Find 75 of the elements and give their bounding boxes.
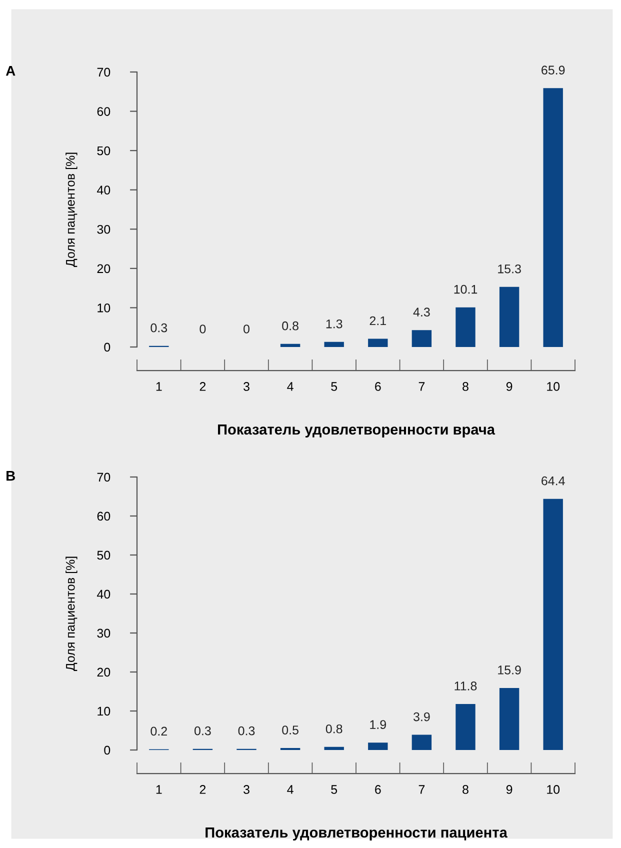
bar [324, 342, 344, 347]
x-tick-label: 6 [375, 785, 381, 794]
y-tick-label: 60 [97, 512, 110, 521]
bar [456, 307, 476, 347]
x-tick-label: 2 [200, 382, 206, 391]
bar [499, 688, 520, 750]
x-tick-label: 1 [156, 785, 162, 794]
data-label: 0.5 [282, 726, 298, 734]
y-tick-label: 0 [104, 342, 110, 352]
x-tick-label: 3 [244, 785, 250, 794]
y-tick-label: 50 [97, 550, 110, 560]
x-tick-label: 10 [547, 382, 560, 391]
data-label: 2.1 [370, 316, 386, 326]
bar [280, 344, 300, 347]
x-tick-label: 4 [287, 382, 294, 391]
data-label: 3.9 [413, 712, 430, 722]
data-label: 0 [200, 324, 206, 334]
text: B [6, 471, 15, 481]
y-tick-label: 0 [104, 746, 110, 755]
bar [324, 746, 344, 750]
data-label: 15.3 [498, 264, 521, 274]
bar [499, 286, 520, 347]
x-tick-label: 5 [331, 382, 338, 391]
x-tick-label: 4 [287, 785, 294, 794]
data-label: 0.8 [282, 321, 298, 330]
x-axis-title: Показатель удовлетворенности пациента [206, 827, 508, 841]
text: A [6, 66, 16, 76]
y-tick-label: 10 [98, 706, 110, 716]
x-tick-label: 5 [331, 785, 338, 794]
bar [456, 704, 476, 750]
x-tick-label: 9 [506, 785, 512, 794]
data-label: 1.9 [370, 720, 386, 730]
data-label: 11.8 [454, 682, 477, 690]
y-axis-title: Доля пациентов [%] [66, 152, 78, 268]
y-tick-label: 70 [97, 472, 110, 482]
y-axis-title: Доля пациентов [%] [66, 556, 78, 672]
bar [543, 88, 563, 347]
data-label: 0.3 [238, 726, 255, 736]
y-tick-label: 40 [96, 186, 110, 195]
data-label: 15.9 [498, 666, 521, 674]
bar [412, 330, 432, 347]
y-tick-label: 30 [97, 224, 110, 234]
y-tick-label: 10 [98, 304, 110, 312]
y-tick-label: 60 [97, 107, 110, 116]
data-label: 64.4 [542, 476, 565, 486]
data-label: 65.9 [542, 66, 565, 75]
x-tick-label: 6 [375, 382, 381, 391]
bar [412, 734, 432, 750]
y-tick-label: 30 [97, 628, 110, 638]
data-label: 0 [244, 324, 250, 334]
x-axis-title: Показатель удовлетворенности врача [218, 424, 496, 438]
x-tick-label: 7 [418, 382, 425, 391]
data-label: 0.8 [326, 724, 342, 734]
y-tick-label: 70 [97, 68, 110, 77]
y-tick-label: 50 [97, 146, 110, 156]
data-label: 4.3 [413, 308, 430, 317]
data-label: 0.3 [150, 323, 168, 332]
x-tick-label: 10 [547, 785, 560, 794]
x-tick-label: 3 [244, 382, 250, 391]
x-tick-label: 8 [462, 785, 468, 794]
data-label: 0.2 [150, 726, 167, 736]
y-tick-label: 40 [96, 590, 110, 599]
data-label: 10.1 [454, 284, 478, 294]
y-tick-label: 20 [97, 668, 110, 677]
x-tick-label: 8 [462, 382, 468, 391]
y-tick-label: 20 [97, 264, 110, 274]
x-tick-label: 2 [200, 785, 206, 794]
x-tick-label: 7 [418, 785, 425, 794]
x-tick-label: 1 [156, 382, 162, 391]
bar [368, 742, 388, 750]
bar [368, 338, 388, 347]
data-label: 0.3 [194, 726, 211, 736]
x-tick-label: 9 [506, 382, 512, 391]
data-label: 1.3 [326, 319, 342, 328]
bar [543, 498, 563, 750]
